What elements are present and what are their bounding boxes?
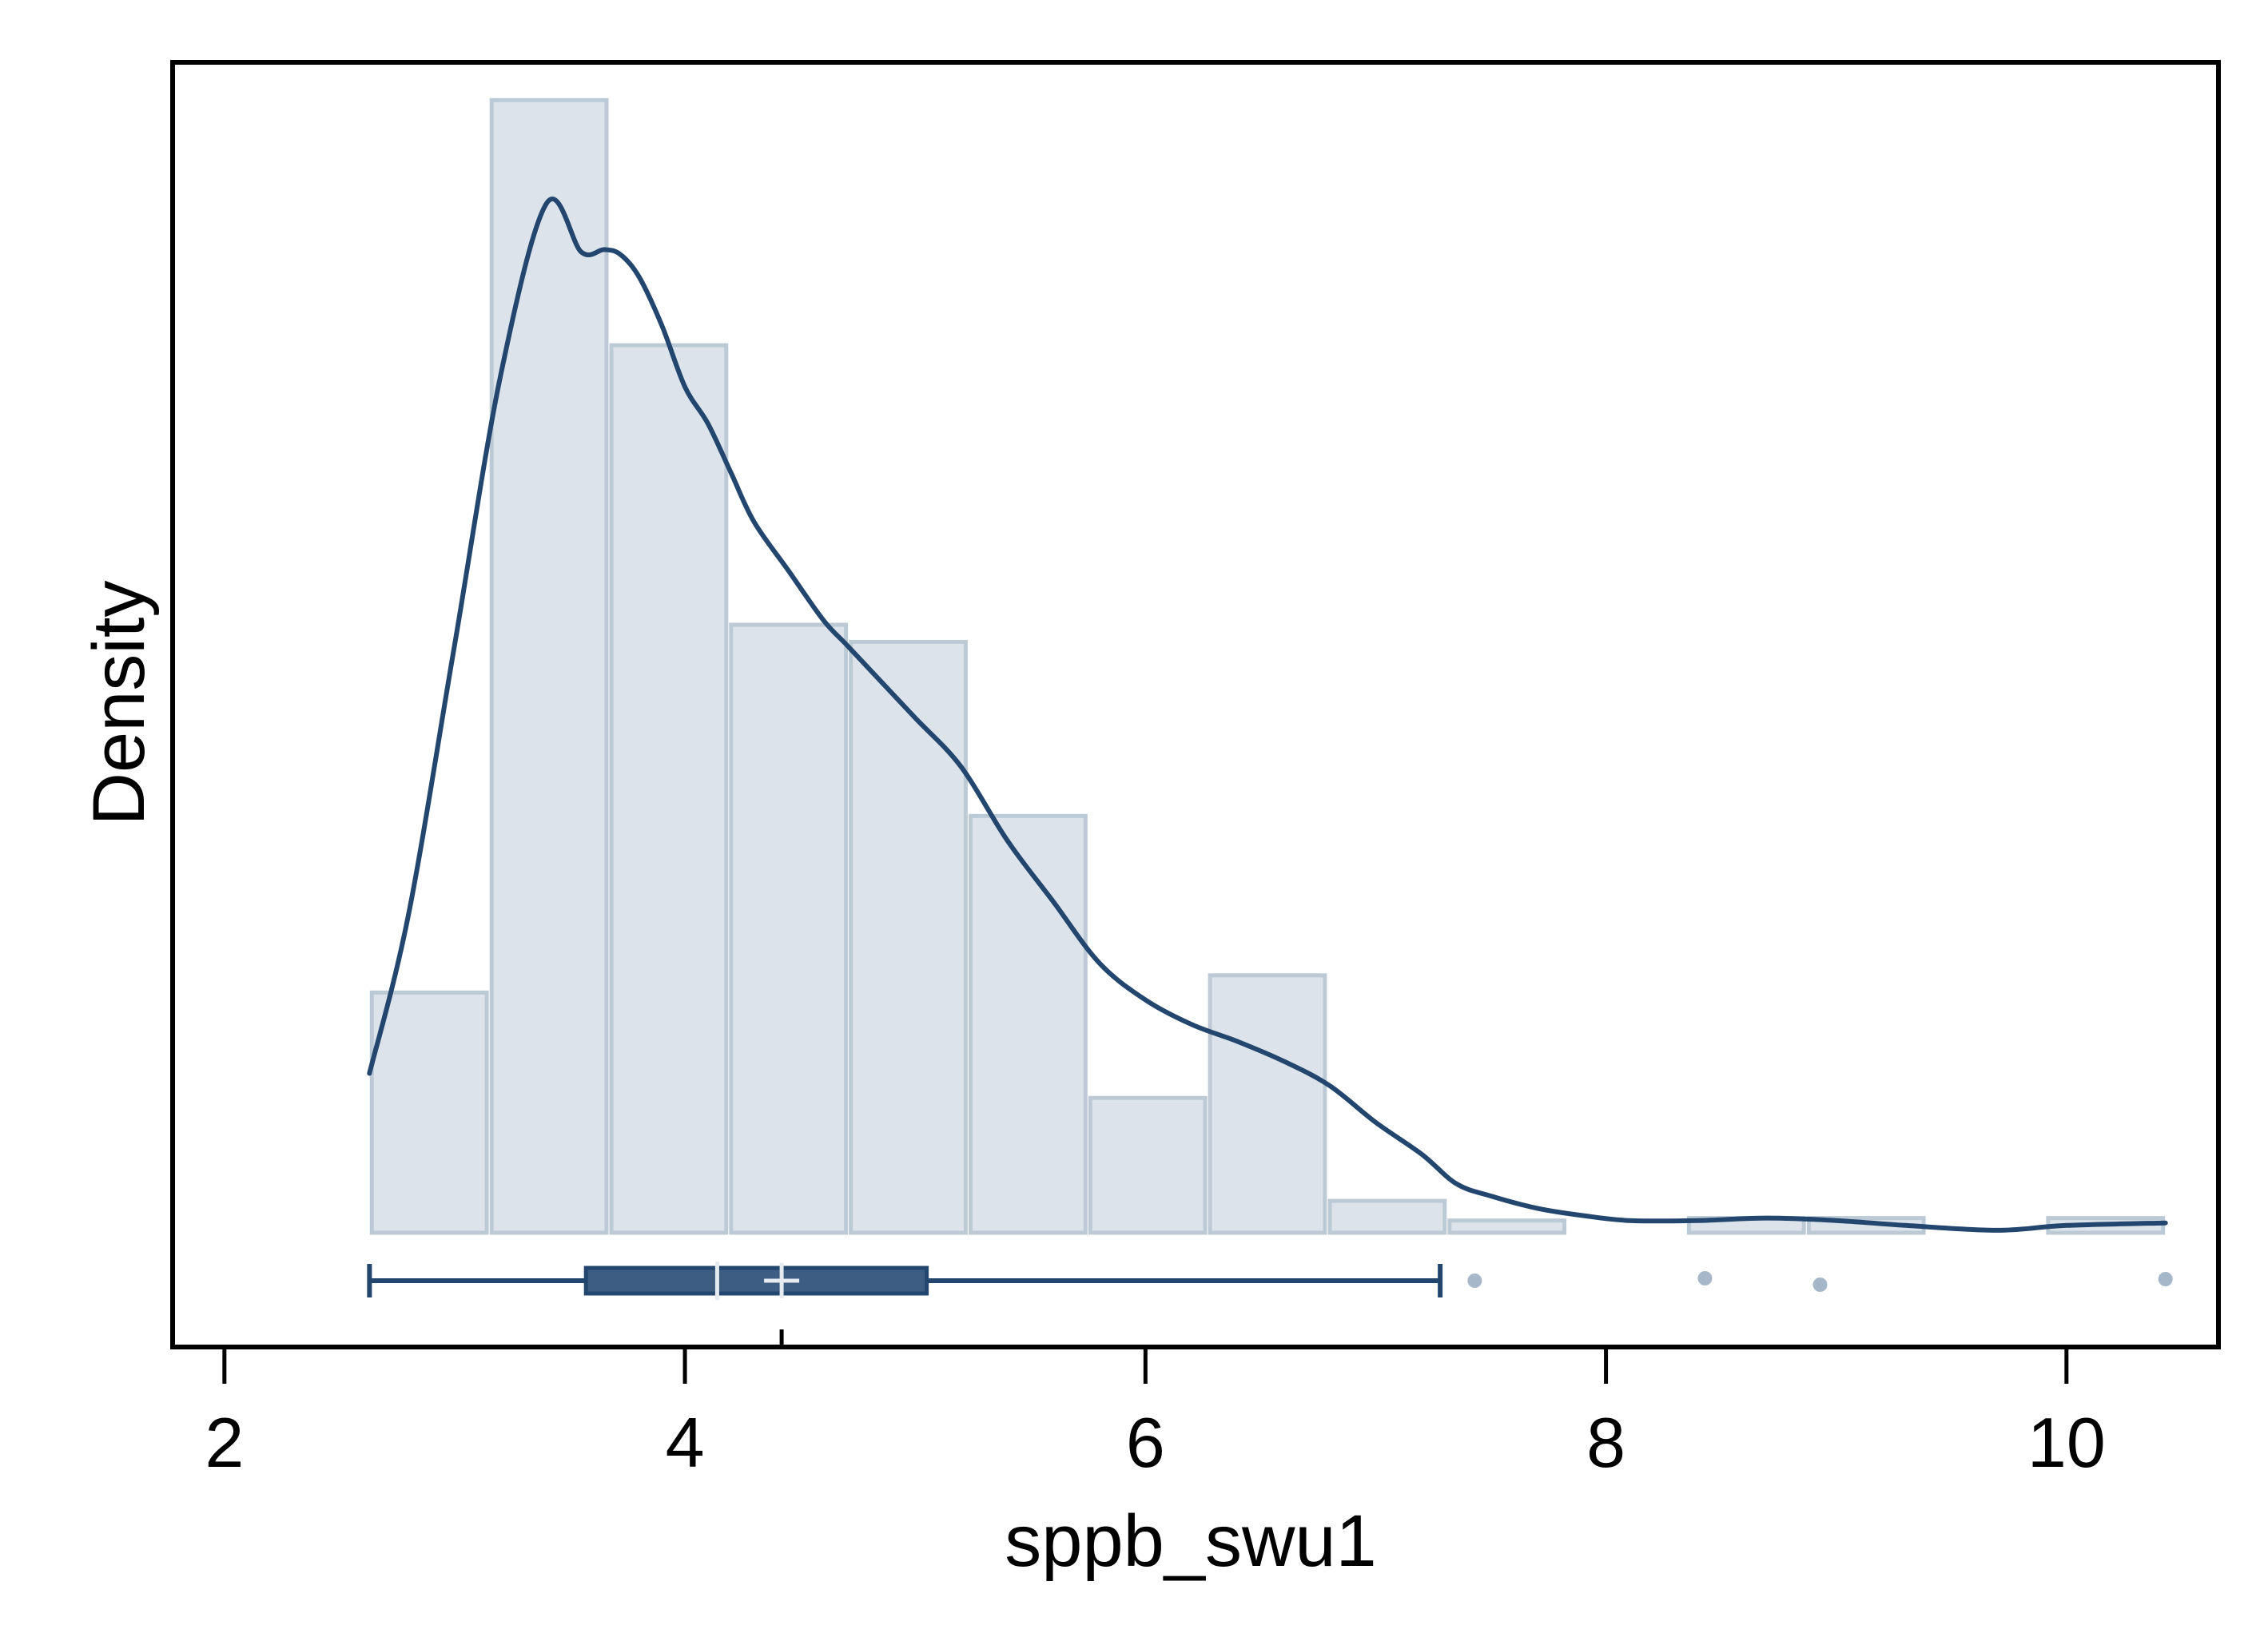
histogram-bar-2 <box>489 97 609 1235</box>
plot-frame <box>170 60 2221 1349</box>
histogram-bar-8 <box>1208 973 1327 1235</box>
x-axis-title: sppb_swu1 <box>1005 1500 1376 1582</box>
y-axis-title: Density <box>78 581 160 826</box>
x-tick-label-6: 6 <box>1126 1403 1165 1482</box>
box-outlier-2 <box>1697 1271 1713 1285</box>
x-tick-label-4: 4 <box>666 1403 705 1482</box>
histogram-bar-1 <box>369 990 489 1235</box>
box-outlier-4 <box>2158 1272 2173 1286</box>
box-outlier-3 <box>1812 1277 1828 1292</box>
x-tick-label-8: 8 <box>1586 1403 1625 1482</box>
box-outlier-1 <box>1467 1274 1482 1288</box>
histogram-bar-7 <box>1088 1095 1208 1235</box>
kde-curve-group <box>367 197 2168 1233</box>
histogram-bar-9 <box>1327 1198 1447 1235</box>
histogram-bar-6 <box>969 813 1088 1235</box>
histogram-bar-5 <box>849 639 968 1235</box>
x-tick-label-2: 2 <box>205 1403 244 1482</box>
box-iqr <box>583 1266 929 1296</box>
boxplot-group <box>367 1262 2173 1300</box>
x-axis: 2 4 6 8 10 <box>205 1329 2106 1482</box>
histogram-bar-3 <box>609 343 729 1235</box>
histogram-bar-4 <box>729 622 849 1235</box>
kde-curve <box>367 197 2168 1233</box>
histogram-bar-10 <box>1447 1218 1567 1235</box>
x-tick-label-10: 10 <box>2027 1403 2106 1482</box>
